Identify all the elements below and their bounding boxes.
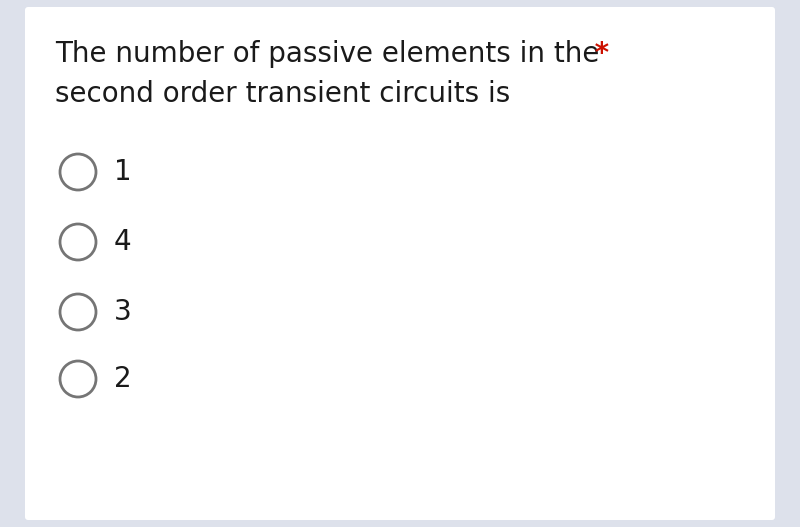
Text: 2: 2: [114, 365, 132, 393]
Text: 3: 3: [114, 298, 132, 326]
Text: 1: 1: [114, 158, 132, 186]
Text: The number of passive elements in the: The number of passive elements in the: [55, 40, 599, 68]
FancyBboxPatch shape: [25, 7, 775, 520]
Text: *: *: [585, 40, 609, 68]
Text: 4: 4: [114, 228, 132, 256]
Text: second order transient circuits is: second order transient circuits is: [55, 80, 510, 108]
